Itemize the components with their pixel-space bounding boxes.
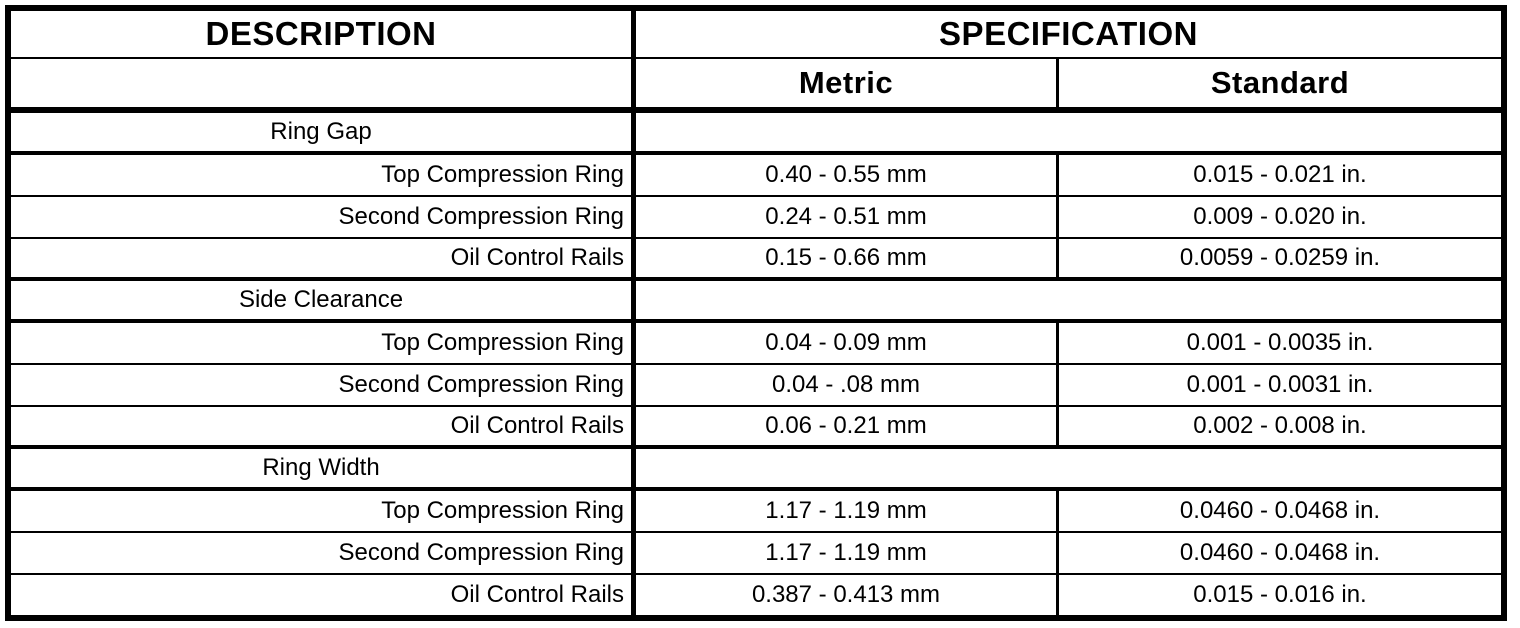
section-spacer-side-clearance (636, 281, 1501, 323)
metric-value: 0.15 - 0.66 mm (636, 239, 1059, 281)
standard-value: 0.0059 - 0.0259 in. (1059, 239, 1501, 281)
standard-value: 0.002 - 0.008 in. (1059, 407, 1501, 449)
standard-value: 0.0460 - 0.0468 in. (1059, 491, 1501, 533)
row-label: Oil Control Rails (11, 575, 636, 615)
row-label: Second Compression Ring (11, 365, 636, 407)
row-label: Oil Control Rails (11, 407, 636, 449)
standard-value: 0.001 - 0.0031 in. (1059, 365, 1501, 407)
section-title-ring-gap: Ring Gap (11, 113, 636, 155)
row-label: Top Compression Ring (11, 323, 636, 365)
row-label: Second Compression Ring (11, 197, 636, 239)
row-label: Top Compression Ring (11, 491, 636, 533)
header-empty-cell (11, 59, 636, 113)
section-spacer-ring-width (636, 449, 1501, 491)
metric-value: 1.17 - 1.19 mm (636, 533, 1059, 575)
section-title-side-clearance: Side Clearance (11, 281, 636, 323)
header-metric: Metric (636, 59, 1059, 113)
section-title-ring-width: Ring Width (11, 449, 636, 491)
metric-value: 1.17 - 1.19 mm (636, 491, 1059, 533)
header-standard: Standard (1059, 59, 1501, 113)
header-description: DESCRIPTION (11, 11, 636, 59)
standard-value: 0.001 - 0.0035 in. (1059, 323, 1501, 365)
row-label: Top Compression Ring (11, 155, 636, 197)
metric-value: 0.04 - 0.09 mm (636, 323, 1059, 365)
standard-value: 0.009 - 0.020 in. (1059, 197, 1501, 239)
row-label: Second Compression Ring (11, 533, 636, 575)
specification-table: DESCRIPTION SPECIFICATION Metric Standar… (5, 5, 1507, 621)
metric-value: 0.24 - 0.51 mm (636, 197, 1059, 239)
section-spacer-ring-gap (636, 113, 1501, 155)
header-specification: SPECIFICATION (636, 11, 1501, 59)
metric-value: 0.06 - 0.21 mm (636, 407, 1059, 449)
metric-value: 0.387 - 0.413 mm (636, 575, 1059, 615)
standard-value: 0.015 - 0.016 in. (1059, 575, 1501, 615)
metric-value: 0.40 - 0.55 mm (636, 155, 1059, 197)
metric-value: 0.04 - .08 mm (636, 365, 1059, 407)
standard-value: 0.015 - 0.021 in. (1059, 155, 1501, 197)
row-label: Oil Control Rails (11, 239, 636, 281)
standard-value: 0.0460 - 0.0468 in. (1059, 533, 1501, 575)
